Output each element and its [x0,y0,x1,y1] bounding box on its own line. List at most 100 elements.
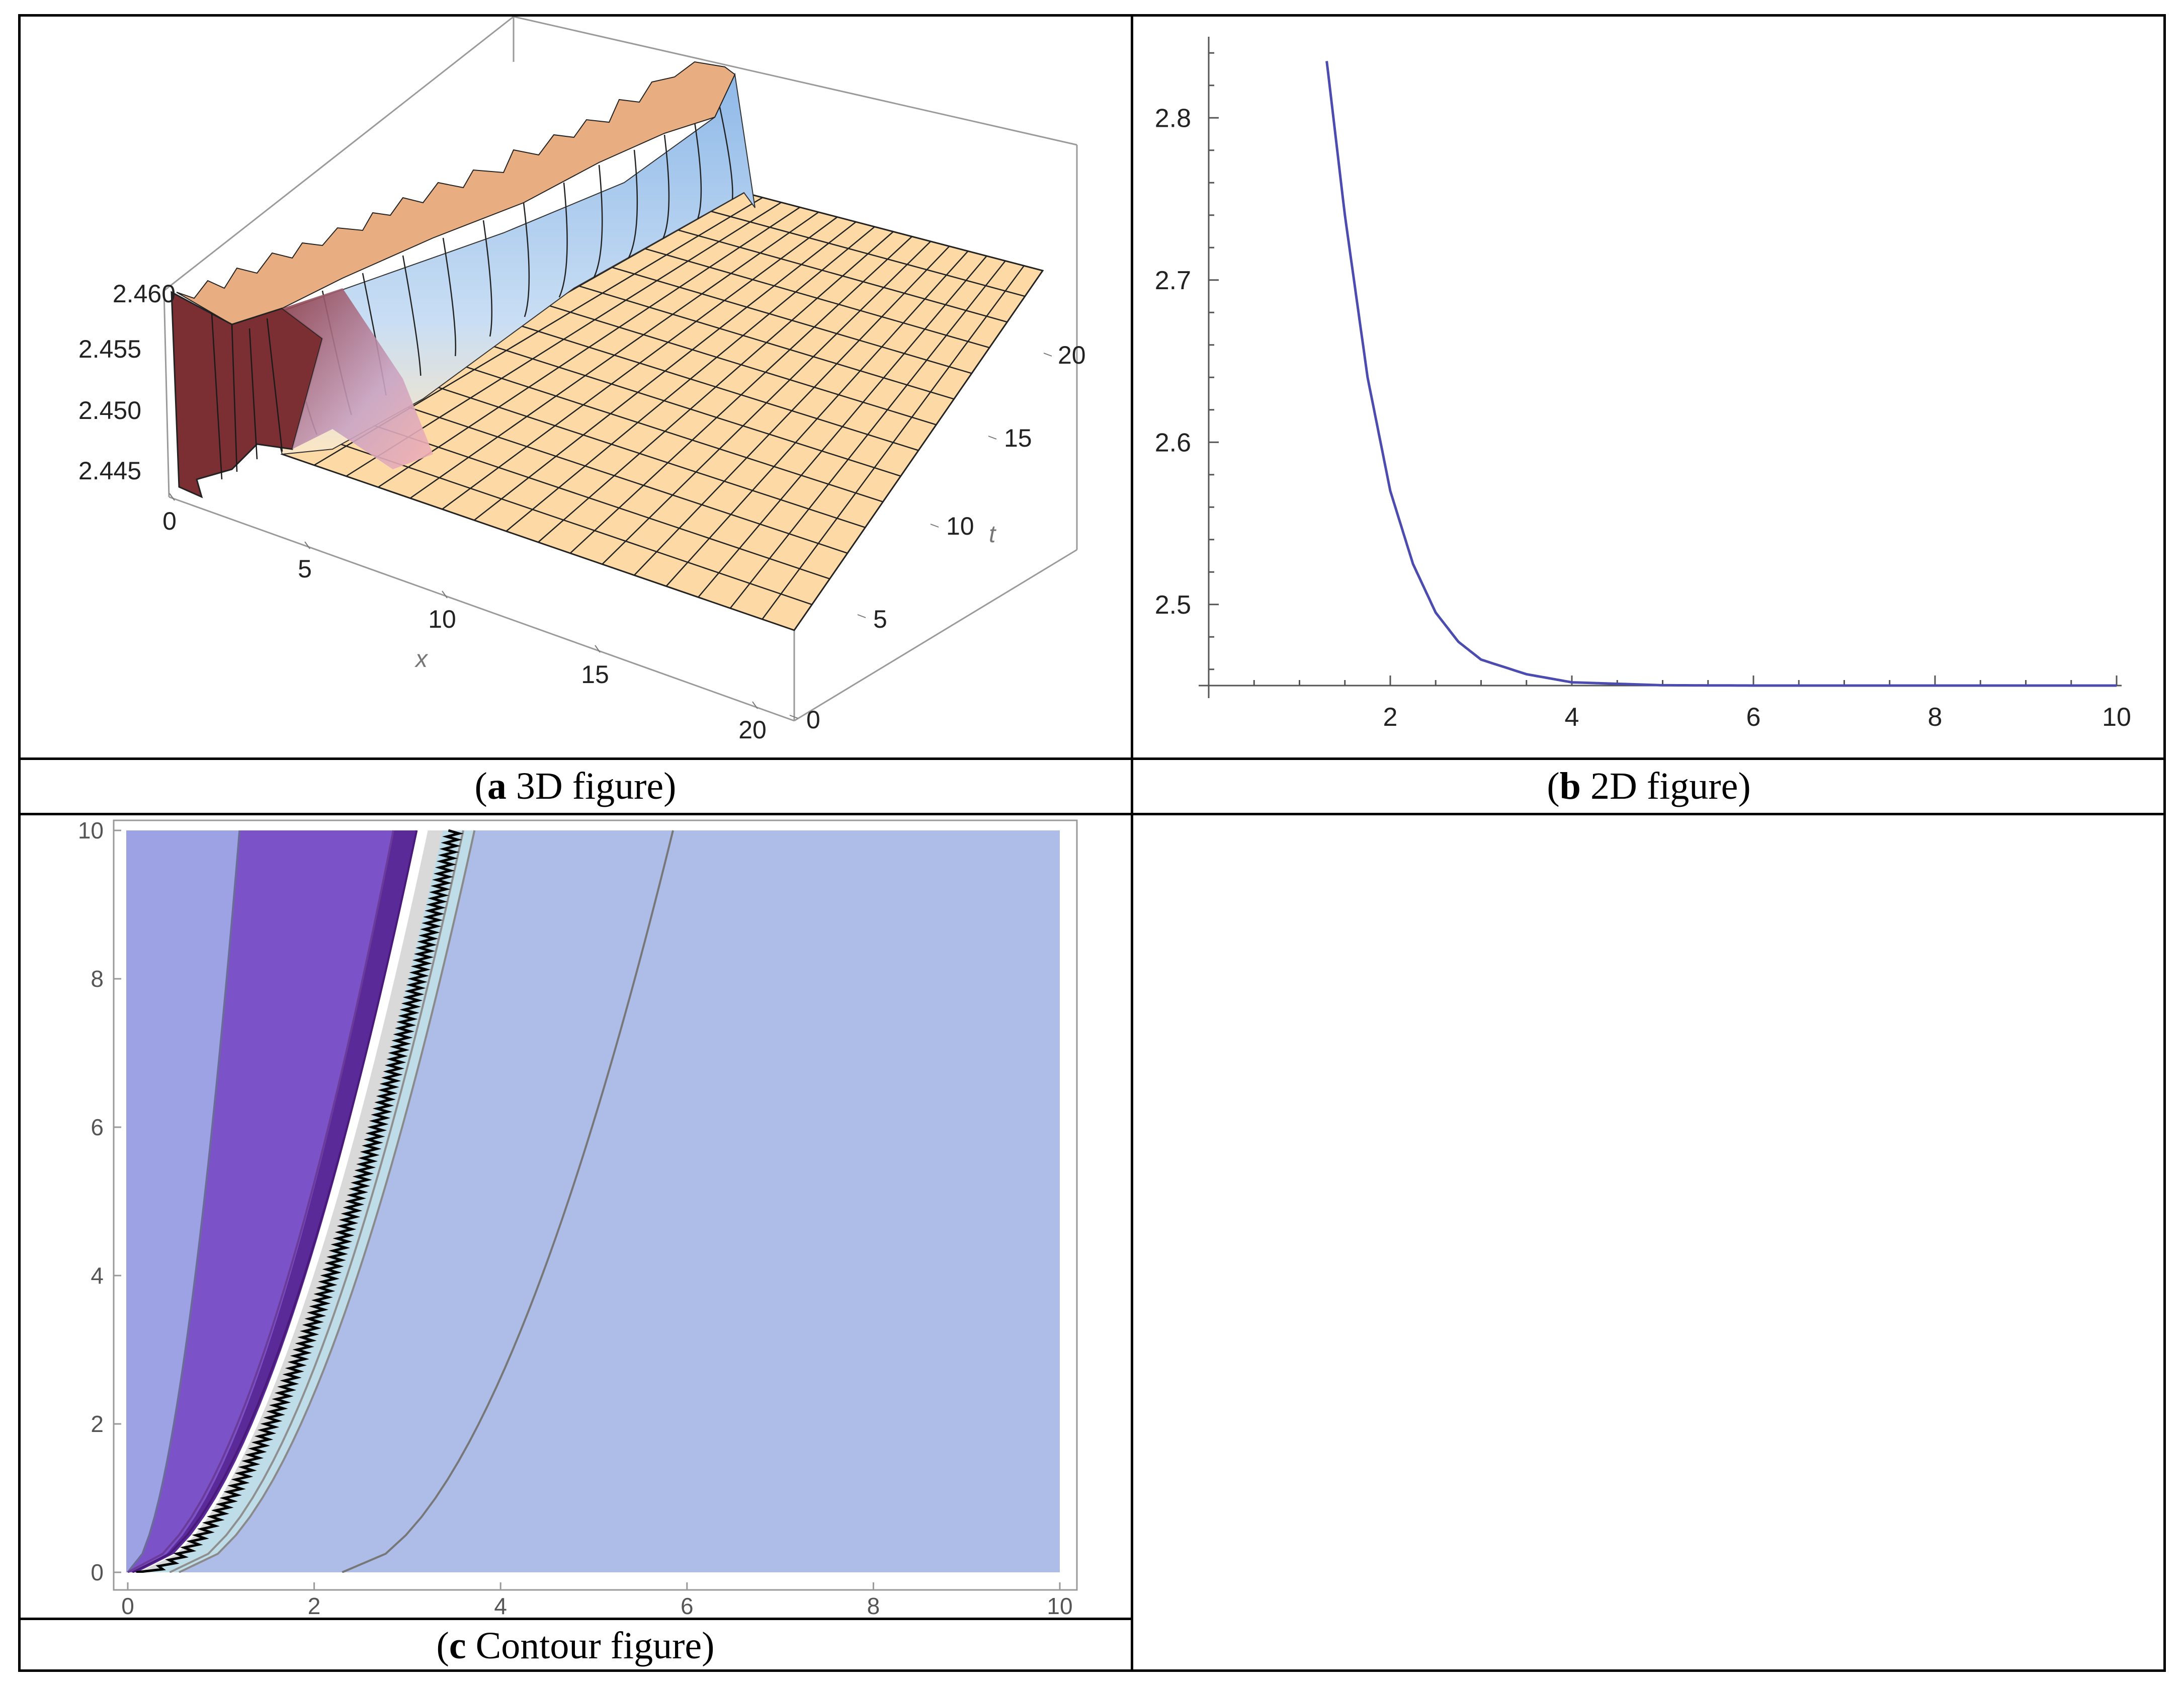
tick-mark [752,701,758,709]
z-tick: 2.445 [78,457,141,485]
x-axis-ticks: 0 2 4 6 8 10 [121,1582,1073,1618]
surface-plateau [176,61,736,325]
grid-line [413,379,866,528]
y-tick-label: 8 [91,966,104,992]
caption-b: (b 2D figure) [1547,765,1751,807]
tick-mark [857,614,866,618]
y-axis-ticks: 0 2 4 6 8 10 [78,817,121,1585]
contour-line [342,830,674,1573]
y-tick-label: 2.5 [1155,590,1191,620]
t-tick: 15 [1004,424,1032,452]
y-tick-label: 10 [78,817,104,843]
ridge-line [402,255,422,376]
t-tick: 10 [946,512,974,540]
tick-mark [1043,353,1052,357]
table-divider-caption-a [18,757,2166,760]
tick-mark [988,436,997,440]
grid-line [480,341,901,477]
contour-line [132,830,418,1573]
x-axis-ticks: 2 4 6 8 10 [1383,703,2131,732]
ridge-line [482,220,493,337]
tick-mark [595,645,601,653]
grid-line [612,267,972,374]
x-tick-label: 10 [2102,703,2131,732]
z-tick: 2.460 [113,280,176,308]
grid-line [711,210,1026,297]
tick-mark [789,715,798,719]
chart-contour: 0 2 4 6 8 10 0 2 4 6 8 10 [78,817,1078,1618]
ridge-line [628,149,638,259]
tick-mark [930,524,939,528]
table-divider-vertical [1131,14,1133,1672]
y-tick-label: 4 [91,1262,104,1289]
y-tick-label: 2.7 [1155,266,1191,295]
surface-floor-grid [313,197,1026,620]
ridge-line [694,122,702,219]
chart-2d-line: 2 4 6 8 10 2.5 2.6 2.7 2.8 [1155,37,2131,732]
contour-line-jagged [136,829,464,1573]
grid-line [447,360,883,502]
caption-c: (c Contour figure) [436,1625,715,1667]
table-divider-caption-c [18,1618,1133,1620]
x-tick-label: 2 [308,1593,321,1618]
x-tick: 0 [162,507,177,535]
t-axis-ticks: 0 5 10 15 20 [806,341,1086,734]
plot-frame [113,819,1078,1591]
contour-line [179,830,476,1573]
t-tick: 20 [1058,341,1086,369]
x-tick-label: 0 [121,1593,134,1618]
surface-wall-highlight [282,288,433,469]
tick-mark [442,590,448,599]
tick-mark [304,541,310,549]
x-axis-label: x [414,646,429,672]
z-tick: 2.455 [78,335,141,363]
ridge-line [593,164,603,278]
grid-line [578,285,954,400]
surface-wall-lines [211,313,283,480]
axis-tick-marks [169,353,1052,719]
t-tick: 5 [873,605,887,633]
x-axis-ticks: 0 5 10 15 20 [162,507,767,744]
x-tick: 15 [581,660,609,689]
x-tick-label: 6 [1746,703,1761,732]
grid-line [513,322,919,451]
grid-line [381,397,848,554]
caption-a: (a 3D figure) [474,765,677,807]
ridge-line [442,237,457,357]
grid-line [678,229,1007,323]
ridge-line [662,134,670,239]
y-tick-label: 2.6 [1155,428,1191,457]
axes [1199,37,2122,698]
grid-line [644,248,990,349]
y-axis-ticks: 2.5 2.6 2.7 2.8 [1155,104,1191,620]
figure-table [18,14,2166,1672]
surface-floor [280,192,1044,631]
z-axis-ticks: 2.460 2.455 2.450 2.445 [78,280,176,485]
t-axis-label: t [989,521,996,548]
grid-line [546,304,937,426]
tick-mark [169,493,175,501]
table-divider-row [18,813,2166,815]
bounding-box [163,17,1078,722]
x-tick-label: 8 [1928,703,1943,732]
contour-line [127,830,395,1573]
series-line [1325,61,2117,687]
ridge-line [558,182,568,298]
contour-line [127,830,241,1573]
y-tick-label: 6 [91,1114,104,1140]
x-tick: 20 [738,716,767,744]
ridge-line [719,107,733,200]
x-tick-label: 10 [1047,1593,1072,1618]
x-tick-label: 6 [681,1593,694,1618]
y-tick-label: 2.8 [1155,104,1191,133]
chart-3d-surface: 2.460 2.455 2.450 2.445 0 5 10 15 20 x 0… [78,17,1086,744]
y-tick-label: 2 [91,1411,104,1437]
surface-wall [171,291,323,498]
series [1325,61,2117,687]
contour-band [126,830,240,1572]
t-tick: 0 [806,706,820,734]
x-tick-label: 8 [867,1593,880,1618]
contour-line [169,830,465,1573]
ridge-line [523,202,530,317]
z-tick: 2.450 [78,396,141,425]
